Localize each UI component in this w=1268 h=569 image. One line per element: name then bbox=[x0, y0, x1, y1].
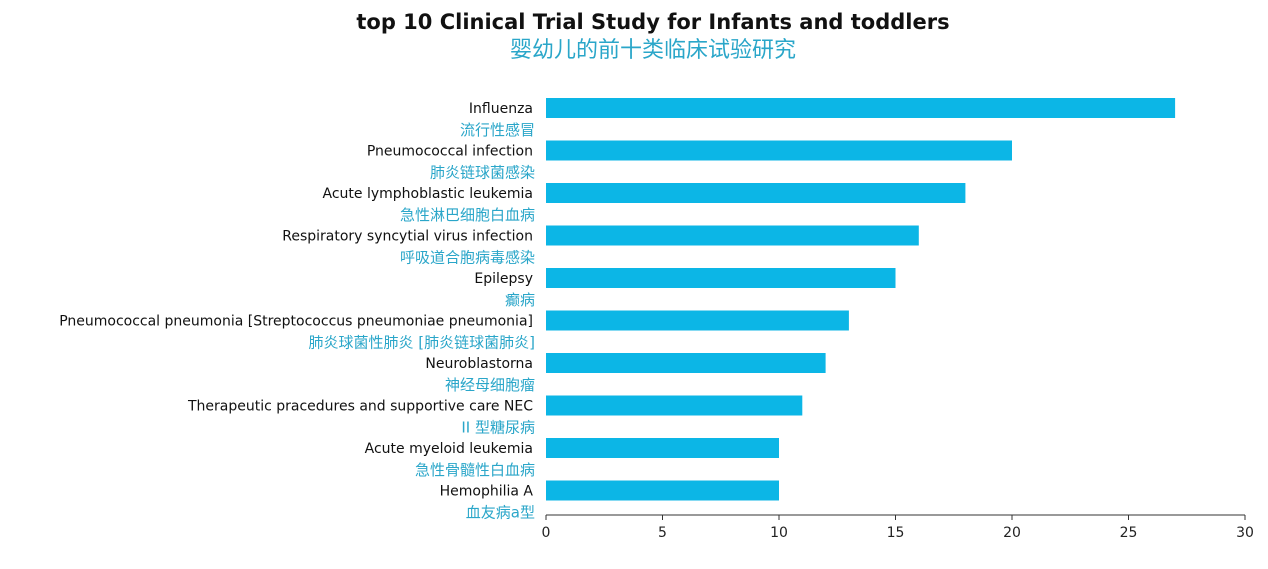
bar-2 bbox=[546, 183, 966, 203]
x-tick-label: 0 bbox=[542, 525, 551, 541]
x-tick-label: 5 bbox=[658, 525, 667, 541]
category-label: Pneumococcal infection bbox=[367, 144, 533, 160]
chart-subtitle: 婴幼儿的前十类临床试验研究 bbox=[509, 38, 796, 63]
category-label-cn: 肺炎链球菌感染 bbox=[430, 164, 535, 182]
chart-title: top 10 Clinical Trial Study for Infants … bbox=[356, 10, 950, 34]
category-label-cn: 肺炎球菌性肺炎 [肺炎链球菌肺炎] bbox=[309, 334, 535, 352]
category-label-cn: 癫病 bbox=[505, 291, 535, 309]
category-label: Influenza bbox=[469, 101, 533, 117]
bar-4 bbox=[546, 268, 896, 288]
category-label-cn: 呼吸道合胞病毒感染 bbox=[400, 249, 535, 267]
category-label: Pneumococcal pneumonia [Streptococcus pn… bbox=[59, 314, 533, 330]
bar-0 bbox=[546, 98, 1176, 118]
bars-layer bbox=[546, 98, 1176, 501]
x-tick-label: 25 bbox=[1120, 525, 1138, 541]
bar-7 bbox=[546, 395, 803, 416]
bar-3 bbox=[546, 225, 919, 246]
category-label-cn: 神经母细胞瘤 bbox=[445, 376, 535, 394]
category-label-cn: 流行性感冒 bbox=[460, 121, 535, 139]
bar-5 bbox=[546, 310, 849, 331]
category-label-cn: 急性淋巴细胞白血病 bbox=[400, 206, 535, 224]
category-label: Acute lymphoblastic leukemia bbox=[323, 186, 533, 202]
x-tick-label: 30 bbox=[1236, 525, 1254, 541]
category-label: Acute myeloid leukemia bbox=[365, 441, 533, 457]
category-label-cn: II 型糖尿病 bbox=[461, 419, 535, 437]
bar-9 bbox=[546, 480, 779, 501]
x-axis: 0 5 10 15 20 25 30 bbox=[542, 514, 1254, 541]
bar-1 bbox=[546, 140, 1012, 161]
bar-6 bbox=[546, 353, 826, 373]
bar-8 bbox=[546, 438, 779, 458]
category-label-cn: 血友病a型 bbox=[466, 504, 535, 522]
category-label: Neuroblastorna bbox=[425, 356, 533, 372]
category-labels-layer: Influenza 流行性感冒 Pneumococcal infection 肺炎链球… bbox=[59, 101, 535, 522]
category-label: Therapeutic pracedures and supportive ca… bbox=[187, 399, 533, 415]
category-label: Hemophilia A bbox=[440, 484, 534, 500]
x-tick-label: 10 bbox=[770, 525, 788, 541]
category-label: Respiratory syncytial virus infection bbox=[282, 229, 533, 245]
x-tick-label: 20 bbox=[1003, 525, 1021, 541]
category-label: Epilepsy bbox=[474, 271, 533, 287]
category-label-cn: 急性骨髓性白血病 bbox=[415, 461, 535, 479]
chart-titles: top 10 Clinical Trial Study for Infants … bbox=[0, 8, 1268, 66]
x-tick-label: 15 bbox=[887, 525, 905, 541]
